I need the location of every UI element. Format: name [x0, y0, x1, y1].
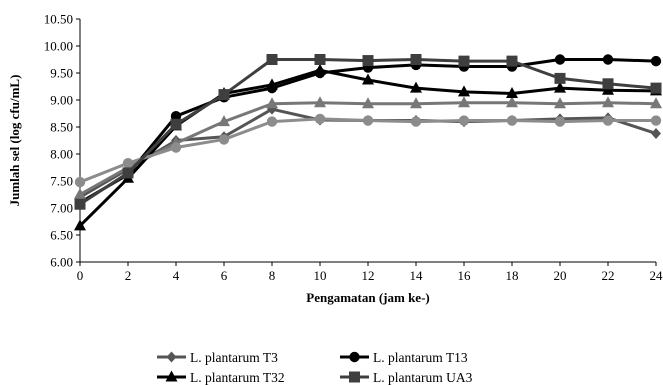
point-marker-circle — [74, 176, 86, 188]
point-marker-circle — [650, 55, 662, 67]
point-marker-circle — [554, 116, 566, 127]
point-marker-circle — [602, 115, 614, 126]
point-marker-triangle — [165, 370, 178, 382]
point-marker-circle — [506, 115, 518, 126]
series-layer — [74, 54, 662, 231]
point-marker-triangle — [458, 85, 470, 97]
point-marker-circle — [218, 134, 230, 145]
point-marker-triangle — [410, 81, 422, 93]
y-tick-label: 9.00 — [50, 93, 73, 108]
axes: 6.00 6.50 7.00 7.50 8.00 8.50 9.00 9.50 10.00 10.… — [44, 12, 663, 284]
point-marker-circle — [410, 116, 422, 127]
x-tick-label: 22 — [602, 268, 615, 283]
point-marker-square — [554, 72, 566, 84]
point-marker-square — [362, 55, 374, 67]
legend-item: L. plantarum UA3 — [340, 370, 473, 385]
point-marker-circle — [602, 54, 614, 65]
x-tick-label: 0 — [77, 268, 84, 283]
point-marker-triangle — [554, 97, 566, 109]
point-marker-square — [410, 54, 422, 65]
x-tick-label: 8 — [269, 268, 276, 283]
x-tick-label: 6 — [221, 268, 228, 283]
point-marker-triangle — [218, 115, 230, 127]
point-marker-circle — [122, 157, 134, 169]
point-marker-triangle — [410, 97, 422, 109]
legend-item: L. plantarum T13 — [340, 350, 468, 365]
legend-label: L. plantarum T3 — [190, 350, 278, 365]
legend: L. plantarum T3 L. plantarum T13 L. planta… — [157, 350, 473, 385]
x-tick-label: 24 — [650, 268, 663, 283]
series-4 — [74, 113, 662, 188]
y-tick-label: 6.00 — [50, 255, 73, 270]
point-marker-circle — [458, 115, 470, 126]
point-marker-triangle — [362, 97, 374, 109]
point-marker-triangle — [458, 96, 470, 108]
y-tick-label: 8.00 — [50, 147, 73, 162]
point-marker-triangle — [74, 188, 86, 199]
legend-label: L. plantarum T13 — [373, 350, 468, 365]
point-marker-circle — [554, 54, 566, 65]
point-marker-triangle — [74, 219, 86, 231]
legend-item: L. plantarum T32 — [157, 370, 285, 385]
legend-item: L. plantarum T3 — [157, 350, 278, 365]
x-tick-label: 20 — [554, 268, 567, 283]
point-marker-square — [349, 371, 360, 383]
y-tick-label: 10.50 — [44, 12, 73, 27]
series-5 — [74, 54, 662, 210]
point-marker-triangle — [650, 97, 662, 109]
legend-label: L. plantarum T32 — [190, 370, 285, 385]
point-marker-circle — [362, 115, 374, 126]
point-marker-triangle — [506, 87, 518, 99]
point-marker-circle — [266, 116, 278, 127]
x-tick-label: 4 — [173, 268, 180, 283]
point-marker-square — [218, 89, 230, 101]
y-tick-label: 9.50 — [50, 66, 73, 81]
point-marker-triangle — [602, 96, 614, 108]
point-marker-square — [506, 55, 518, 67]
point-marker-circle — [349, 351, 360, 363]
point-marker-square — [74, 198, 86, 210]
point-marker-circle — [650, 115, 662, 126]
point-marker-triangle — [314, 96, 326, 108]
y-tick-label: 8.50 — [50, 120, 73, 135]
x-tick-label: 16 — [458, 268, 472, 283]
point-marker-square — [650, 82, 662, 94]
point-marker-square — [458, 55, 470, 67]
point-marker-circle — [314, 113, 326, 125]
point-marker-triangle — [266, 78, 278, 90]
x-tick-label: 2 — [125, 268, 132, 283]
y-tick-label: 7.00 — [50, 201, 73, 216]
point-marker-triangle — [506, 96, 518, 108]
point-marker-triangle — [266, 97, 278, 109]
y-axis-title: Jumlah sel (log cfu/mL) — [7, 75, 22, 207]
y-tick-label: 6.50 — [50, 228, 73, 243]
y-tick-label: 7.50 — [50, 174, 73, 189]
x-tick-label: 18 — [506, 268, 519, 283]
point-marker-circle — [170, 142, 182, 153]
x-tick-label: 12 — [362, 268, 375, 283]
y-tick-label: 10.00 — [44, 39, 73, 54]
point-marker-diamond — [651, 127, 661, 139]
x-tick-label: 10 — [314, 268, 327, 283]
point-marker-triangle — [554, 81, 566, 93]
point-marker-square — [314, 54, 326, 65]
point-marker-square — [122, 167, 134, 179]
point-marker-triangle — [314, 63, 326, 75]
point-marker-square — [266, 54, 278, 65]
point-marker-triangle — [362, 73, 374, 85]
point-marker-square — [170, 118, 182, 130]
point-marker-square — [602, 78, 614, 90]
point-marker-diamond — [166, 351, 177, 363]
legend-label: L. plantarum UA3 — [373, 370, 473, 385]
x-axis-title: Pengamatan (jam ke-) — [306, 290, 429, 305]
x-tick-label: 14 — [410, 268, 424, 283]
